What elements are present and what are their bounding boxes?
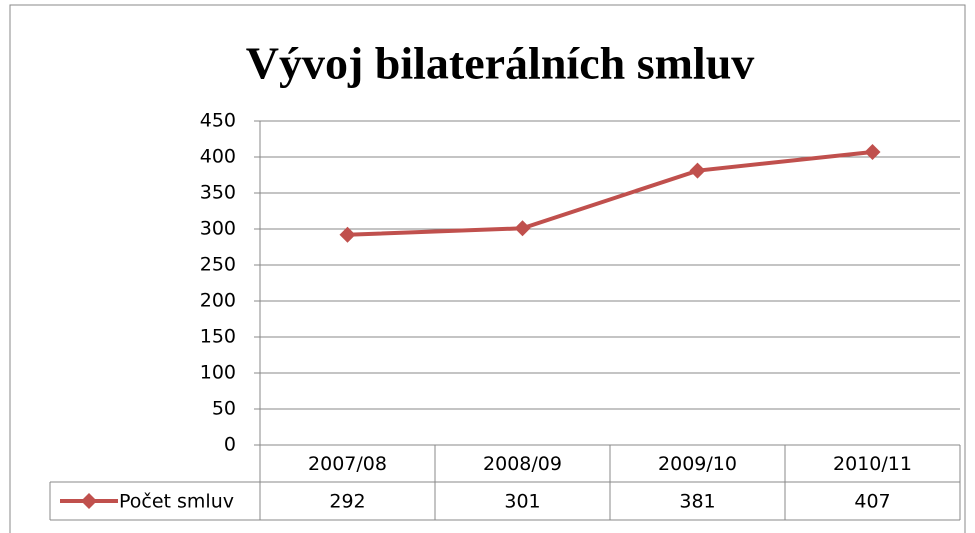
y-tick-label: 300 xyxy=(200,218,236,240)
y-tick-label: 200 xyxy=(200,290,236,312)
y-tick-label: 250 xyxy=(200,254,236,276)
table-value: 292 xyxy=(329,491,365,513)
marker xyxy=(514,220,531,237)
table-value: 407 xyxy=(854,491,890,513)
y-tick-label: 450 xyxy=(200,110,236,132)
marker xyxy=(339,226,356,243)
table-value: 301 xyxy=(504,491,540,513)
legend-marker xyxy=(81,493,97,509)
marker xyxy=(689,162,706,179)
line xyxy=(347,149,873,237)
x-tick-label: 2010/11 xyxy=(833,453,912,475)
x-tick-label: 2007/08 xyxy=(308,453,387,475)
x-tick-label: 2008/09 xyxy=(483,453,562,475)
x-tick-label: 2009/10 xyxy=(658,453,737,475)
chart-title: Vývoj bilaterálních smluv xyxy=(246,38,755,89)
y-tick-label: 150 xyxy=(200,326,236,348)
y-tick-label: 350 xyxy=(200,182,236,204)
y-tick-label: 50 xyxy=(212,398,236,420)
legend-label: Počet smluv xyxy=(119,491,234,513)
table-value: 381 xyxy=(679,491,715,513)
y-tick-label: 100 xyxy=(200,362,236,384)
marker xyxy=(864,143,881,160)
y-tick-label: 400 xyxy=(200,146,236,168)
y-tick-label: 0 xyxy=(224,434,236,456)
